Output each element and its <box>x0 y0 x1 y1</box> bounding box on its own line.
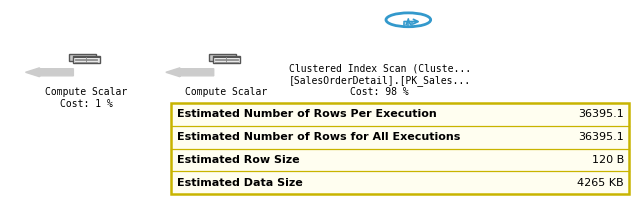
FancyBboxPatch shape <box>209 54 236 61</box>
Polygon shape <box>26 68 73 77</box>
Text: Compute Scalar
Cost: 1 %: Compute Scalar Cost: 1 % <box>45 87 127 109</box>
Text: 120 B: 120 B <box>591 155 624 165</box>
Text: Estimated Number of Rows Per Execution: Estimated Number of Rows Per Execution <box>177 109 437 119</box>
Polygon shape <box>166 68 214 77</box>
Text: 4265 KB: 4265 KB <box>577 178 624 188</box>
Text: 36395.1: 36395.1 <box>578 132 624 142</box>
FancyBboxPatch shape <box>73 56 100 58</box>
Text: Clustered Index Scan (Cluste...
[SalesOrderDetail].[PK_Sales...
Cost: 98 %: Clustered Index Scan (Cluste... [SalesOr… <box>288 63 471 97</box>
Text: Estimated Data Size: Estimated Data Size <box>177 178 303 188</box>
Text: Compute Scalar: Compute Scalar <box>186 87 267 97</box>
FancyBboxPatch shape <box>73 56 100 63</box>
Text: Estimated Row Size: Estimated Row Size <box>177 155 300 165</box>
Text: Estimated Number of Rows for All Executions: Estimated Number of Rows for All Executi… <box>177 132 461 142</box>
Text: 36395.1: 36395.1 <box>578 109 624 119</box>
FancyBboxPatch shape <box>171 103 629 194</box>
FancyBboxPatch shape <box>69 54 96 61</box>
FancyBboxPatch shape <box>213 56 240 63</box>
FancyBboxPatch shape <box>213 56 240 58</box>
